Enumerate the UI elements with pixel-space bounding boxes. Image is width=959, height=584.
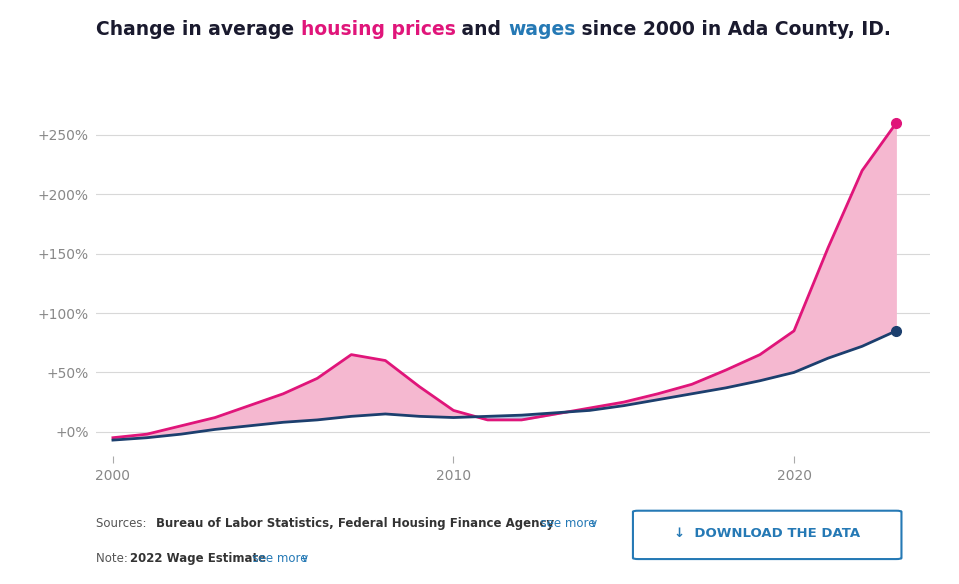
Text: housing prices: housing prices	[300, 20, 456, 40]
Text: Sources:: Sources:	[96, 517, 151, 530]
Text: ∨: ∨	[297, 552, 310, 565]
Text: ↓  DOWNLOAD THE DATA: ↓ DOWNLOAD THE DATA	[674, 527, 860, 540]
Text: 2022 Wage Estimate: 2022 Wage Estimate	[130, 552, 267, 565]
Text: wages: wages	[508, 20, 575, 40]
Text: see more: see more	[245, 552, 307, 565]
Text: Bureau of Labor Statistics, Federal Housing Finance Agency: Bureau of Labor Statistics, Federal Hous…	[156, 517, 554, 530]
FancyBboxPatch shape	[633, 510, 901, 559]
Text: see more: see more	[533, 517, 596, 530]
Text: ∨: ∨	[586, 517, 598, 530]
Text: since 2000 in Ada County, ID.: since 2000 in Ada County, ID.	[575, 20, 891, 40]
Text: Change in average: Change in average	[96, 20, 300, 40]
Text: and: and	[456, 20, 508, 40]
Text: Note:: Note:	[96, 552, 131, 565]
